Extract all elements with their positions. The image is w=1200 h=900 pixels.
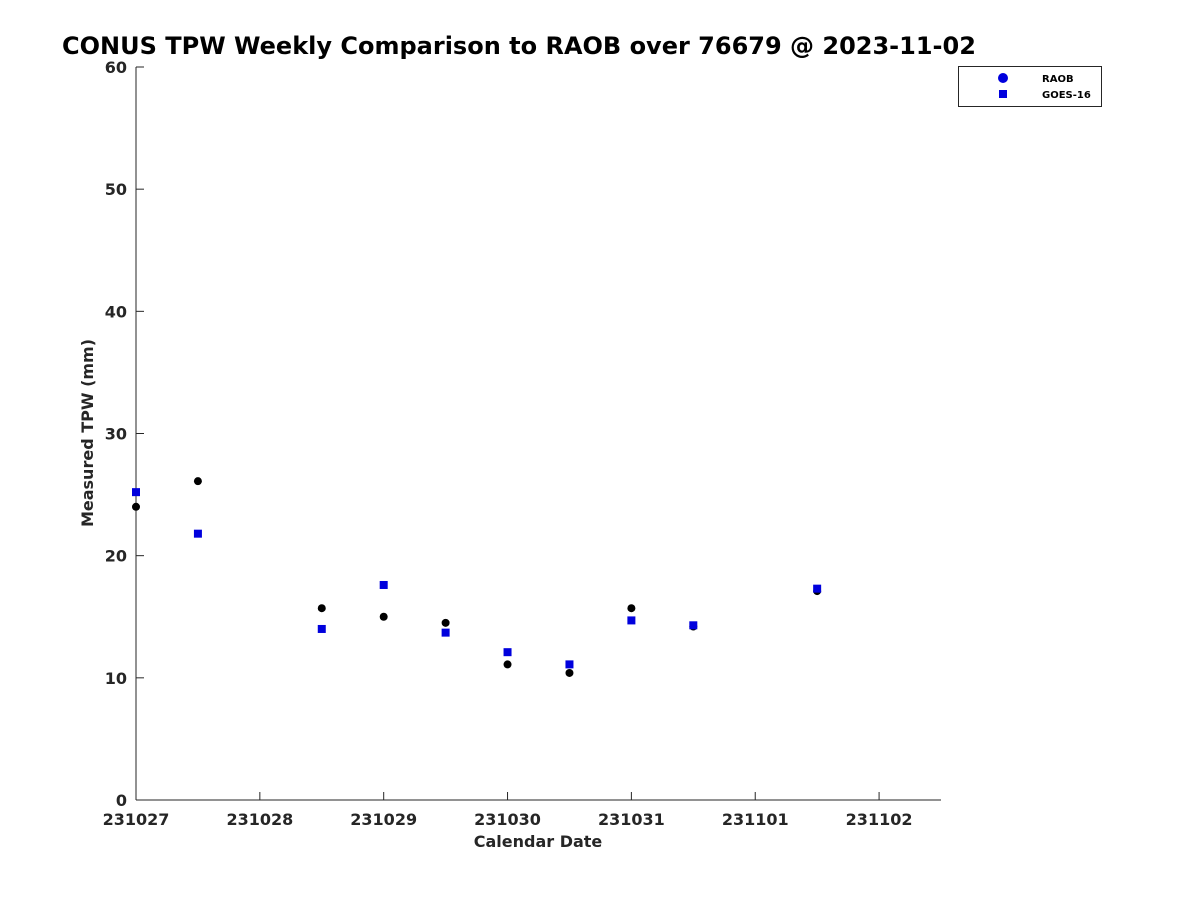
- raob-point: [317, 604, 326, 613]
- series-goes-16: [132, 488, 822, 669]
- x-tick-label: 231027: [103, 810, 170, 829]
- goes16-point: [193, 529, 202, 538]
- x-tick-label: 231031: [598, 810, 665, 829]
- legend: RAOB GOES-16: [958, 66, 1102, 107]
- x-tick-label: 231028: [226, 810, 293, 829]
- series-raob: [132, 477, 822, 677]
- legend-goes16-marker: [999, 90, 1007, 98]
- axis-ticks: 231027 231028 231029 231030 231031 231101 2311…: [103, 58, 913, 829]
- legend-label: GOES-16: [1042, 90, 1091, 101]
- goes16-point: [441, 628, 450, 637]
- raob-point: [441, 618, 450, 627]
- goes16-point: [503, 648, 512, 657]
- legend-items: RAOB GOES-16: [998, 73, 1091, 101]
- legend-label: RAOB: [1042, 74, 1074, 85]
- goes16-point: [132, 488, 140, 497]
- y-tick-label: 20: [105, 547, 127, 566]
- x-tick-label: 231030: [474, 810, 541, 829]
- y-tick-label: 60: [105, 58, 127, 77]
- raob-point: [379, 612, 388, 621]
- goes16-point: [689, 621, 698, 630]
- raob-point: [565, 668, 574, 677]
- legend-box: [958, 66, 1102, 107]
- raob-point: [132, 502, 140, 511]
- y-tick-label: 0: [116, 791, 127, 810]
- y-tick-label: 40: [105, 302, 127, 321]
- y-tick-label: 30: [105, 425, 127, 444]
- y-tick-label: 10: [105, 669, 127, 688]
- y-tick-label: 50: [105, 180, 127, 199]
- goes16-point: [317, 624, 326, 633]
- raob-point: [193, 477, 202, 486]
- x-tick-label: 231101: [722, 810, 789, 829]
- raob-point: [503, 660, 512, 669]
- x-tick-label: 231029: [350, 810, 417, 829]
- legend-raob-marker: [998, 73, 1008, 83]
- y-axis-label: Measured TPW (mm): [78, 339, 97, 527]
- chart-title: CONUS TPW Weekly Comparison to RAOB over…: [62, 32, 976, 60]
- raob-point: [627, 604, 636, 613]
- goes16-point: [813, 584, 822, 593]
- data-marks: [132, 477, 822, 677]
- goes16-point: [379, 580, 388, 589]
- goes16-point: [565, 660, 574, 669]
- x-axis-label: Calendar Date: [474, 832, 603, 851]
- goes16-point: [627, 616, 636, 625]
- x-tick-label: 231102: [846, 810, 913, 829]
- axes: [135, 67, 941, 801]
